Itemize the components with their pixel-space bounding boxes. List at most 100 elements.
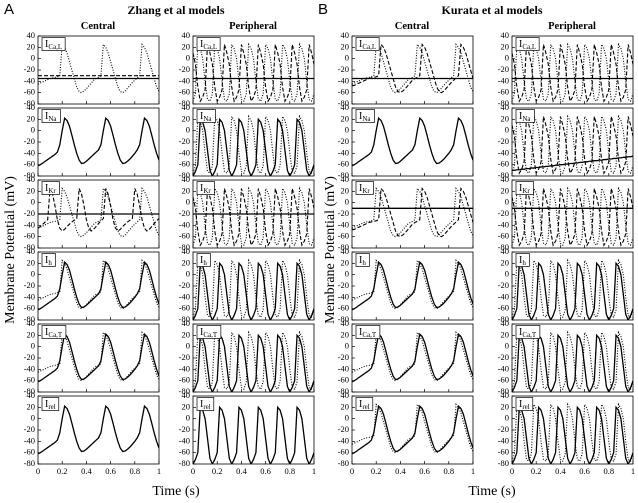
label-box — [355, 181, 374, 195]
trace — [193, 186, 314, 247]
y-tick-label: 0 — [31, 125, 35, 135]
label-main: I — [200, 111, 203, 122]
trace — [512, 42, 633, 103]
panel-label: IKr — [359, 183, 370, 195]
trace — [193, 330, 314, 391]
y-tick-label: 40 — [27, 30, 36, 40]
y-tick-label: -20 — [498, 64, 509, 74]
panel-frame — [192, 179, 315, 249]
y-tick-label: -40 — [498, 435, 509, 445]
label-main: I — [519, 327, 522, 338]
label-sub: Na — [362, 115, 371, 123]
y-tick-label: -80 — [498, 242, 509, 252]
label-box — [41, 253, 56, 267]
y-tick-label: 40 — [182, 174, 191, 184]
label-sub: rel — [362, 403, 369, 411]
panel-label: ICa,L — [359, 39, 376, 51]
y-tick-label: -60 — [24, 303, 35, 313]
y-tick-label: -20 — [179, 352, 190, 362]
label-sub: rel — [522, 403, 529, 411]
y-tick-label: 0 — [345, 197, 349, 207]
y-tick-label: 20 — [341, 41, 350, 51]
label-box — [355, 253, 370, 267]
label-sub: Ca,L — [48, 43, 62, 51]
y-tick-label: -40 — [24, 75, 35, 85]
y-tick-label: 40 — [341, 102, 350, 112]
y-tick-label: -60 — [338, 375, 349, 385]
label-sub: Na — [203, 115, 212, 123]
trace — [193, 188, 314, 247]
y-tick-label: 20 — [501, 257, 510, 267]
panel-label: INa — [519, 111, 531, 123]
label-main: I — [200, 255, 203, 266]
y-tick-label: 20 — [182, 113, 191, 123]
y-tick-label: -80 — [338, 98, 349, 108]
x-tick-label: 0.6 — [260, 466, 271, 476]
label-box — [196, 37, 221, 51]
y-tick-label: -60 — [498, 303, 509, 313]
y-tick-label: 40 — [182, 246, 191, 256]
y-tick-label: 20 — [182, 401, 191, 411]
y-tick-label: 40 — [501, 102, 510, 112]
panel-frame — [351, 395, 474, 465]
trace — [512, 114, 633, 175]
label-main: I — [519, 39, 522, 50]
panel-label: Irel — [359, 399, 370, 411]
column-title: Peripheral — [548, 21, 596, 32]
panel-frame — [351, 251, 474, 321]
x-tick-label: 0.6 — [579, 466, 590, 476]
y-tick-label: -40 — [24, 291, 35, 301]
y-tick-label: -80 — [24, 458, 35, 468]
y-tick-label: 0 — [186, 341, 190, 351]
panel-background — [512, 252, 633, 320]
x-tick-label: 0.8 — [129, 466, 140, 476]
trace — [512, 330, 633, 391]
panel-label: ICa,L — [519, 39, 536, 51]
label-main: I — [45, 399, 48, 410]
y-tick-label: -80 — [179, 242, 190, 252]
y-tick-label: -80 — [338, 242, 349, 252]
y-tick-label: 40 — [341, 390, 350, 400]
trace — [38, 188, 159, 232]
y-axis-label: Membrane Potential (mV) — [3, 176, 18, 324]
y-tick-label: -20 — [24, 208, 35, 218]
y-tick-label: -40 — [179, 75, 190, 85]
label-box — [515, 253, 530, 267]
y-tick-label: -40 — [24, 219, 35, 229]
trace — [38, 260, 159, 311]
y-tick-label: -80 — [179, 314, 190, 324]
y-tick-label: 40 — [27, 174, 36, 184]
label-main: I — [200, 399, 203, 410]
panel-frame — [511, 179, 634, 249]
trace — [193, 114, 314, 175]
label-sub: rel — [203, 403, 210, 411]
y-tick-label: 20 — [341, 401, 350, 411]
y-tick-label: -20 — [179, 280, 190, 290]
y-tick-label: 0 — [31, 341, 35, 351]
panel-frame — [37, 35, 160, 105]
label-main: I — [519, 111, 522, 122]
panel-letter: B — [318, 1, 328, 18]
trace — [38, 332, 159, 383]
y-tick-label: -80 — [179, 386, 190, 396]
y-tick-label: -60 — [24, 159, 35, 169]
y-tick-label: 20 — [27, 113, 36, 123]
label-box — [196, 325, 222, 339]
y-tick-label: -20 — [24, 424, 35, 434]
panel-frame — [511, 251, 634, 321]
y-tick-label: -20 — [24, 64, 35, 74]
x-tick-label: 0 — [510, 466, 514, 476]
y-tick-label: 40 — [501, 390, 510, 400]
y-tick-label: -80 — [498, 170, 509, 180]
label-sub: Kr — [48, 187, 56, 195]
panel-label: ICa,T — [45, 327, 63, 339]
panel-label: ICa,L — [45, 39, 62, 51]
label-sub: Kr — [522, 187, 530, 195]
y-tick-label: -40 — [179, 435, 190, 445]
label-main: I — [200, 39, 203, 50]
y-tick-label: 20 — [501, 185, 510, 195]
x-tick-label: 0.8 — [284, 466, 295, 476]
panel-background — [352, 252, 473, 320]
y-tick-label: -60 — [179, 159, 190, 169]
y-tick-label: -20 — [498, 208, 509, 218]
